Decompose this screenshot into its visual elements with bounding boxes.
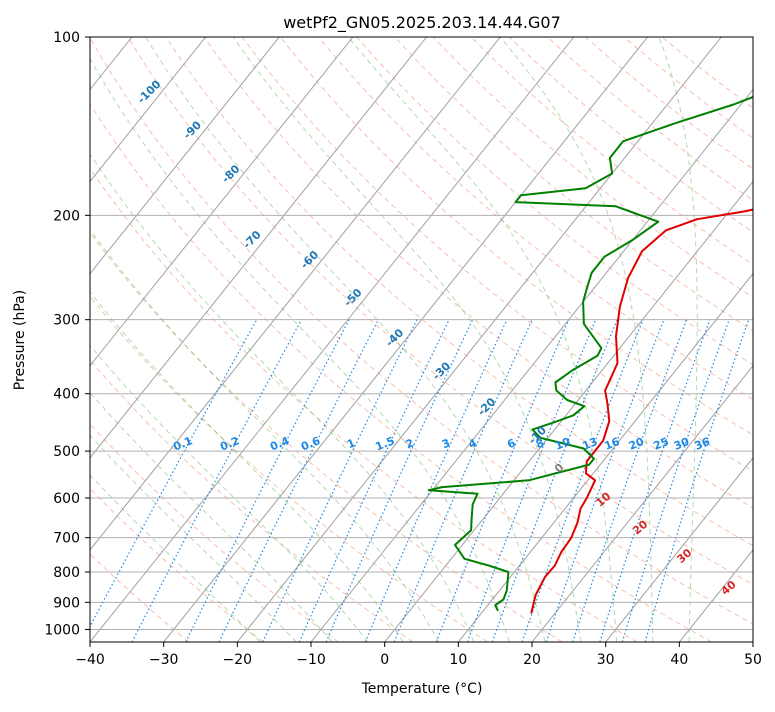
y-axis-title: Pressure (hPa)	[12, 290, 28, 390]
x-tick-label: 40	[670, 652, 688, 668]
y-tick-label: 1000	[44, 622, 80, 638]
x-tick-label: −30	[149, 652, 179, 668]
x-tick-label: −10	[296, 652, 326, 668]
y-tick-label: 100	[53, 30, 80, 46]
x-tick-label: 0	[380, 652, 389, 668]
y-tick-label: 900	[53, 595, 80, 611]
y-tick-label: 200	[53, 208, 80, 224]
x-axis-title: Temperature (°C)	[361, 681, 483, 697]
x-tick-label: 30	[597, 652, 615, 668]
x-tick-label: −40	[75, 652, 105, 668]
chart-title: wetPf2_GN05.2025.203.14.44.G07	[283, 13, 561, 33]
x-tick-label: −20	[223, 652, 253, 668]
y-tick-label: 500	[53, 444, 80, 460]
y-tick-label: 400	[53, 387, 80, 403]
x-tick-label: 20	[523, 652, 541, 668]
y-tick-label: 700	[53, 531, 80, 547]
y-tick-label: 600	[53, 491, 80, 507]
y-tick-label: 800	[53, 565, 80, 581]
y-tick-label: 300	[53, 313, 80, 329]
x-tick-label: 50	[744, 652, 762, 668]
x-tick-label: 10	[449, 652, 467, 668]
